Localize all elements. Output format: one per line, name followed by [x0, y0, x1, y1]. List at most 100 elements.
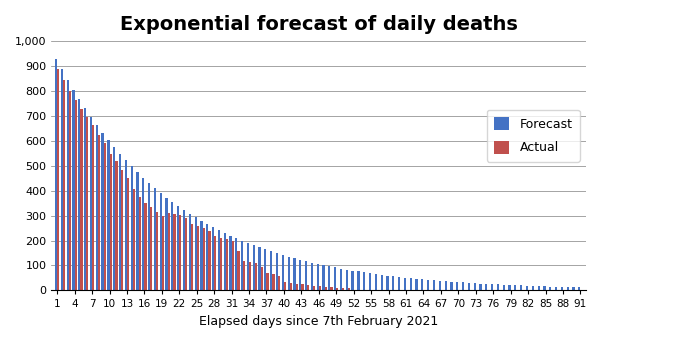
Bar — [247, 243, 249, 291]
Bar — [167, 213, 170, 291]
Bar — [150, 208, 152, 291]
Bar — [270, 251, 272, 291]
Bar — [450, 282, 453, 291]
Bar — [136, 172, 138, 291]
Bar — [526, 286, 528, 291]
Bar — [148, 183, 150, 291]
Bar — [502, 285, 505, 291]
Bar — [121, 170, 123, 291]
Bar — [514, 285, 516, 291]
Bar — [107, 140, 109, 291]
Bar — [299, 260, 301, 291]
Bar — [258, 247, 261, 291]
Bar — [191, 224, 193, 291]
Bar — [375, 274, 377, 291]
Bar — [145, 203, 147, 291]
Bar — [98, 134, 100, 291]
Bar — [185, 217, 188, 291]
Bar — [322, 265, 325, 291]
Bar — [235, 238, 237, 291]
Bar — [427, 280, 429, 291]
Bar — [179, 215, 181, 291]
Bar — [253, 245, 255, 291]
Bar — [555, 287, 557, 291]
Bar — [142, 178, 145, 291]
Bar — [92, 125, 94, 291]
Bar — [538, 286, 540, 291]
Bar — [125, 160, 127, 291]
Bar — [295, 284, 298, 291]
Bar — [243, 261, 246, 291]
Bar — [95, 125, 98, 291]
Bar — [266, 273, 268, 291]
Bar — [392, 276, 394, 291]
Bar — [313, 286, 315, 291]
Bar — [317, 264, 319, 291]
Bar — [421, 279, 424, 291]
Bar — [127, 178, 129, 291]
Bar — [415, 279, 418, 291]
Bar — [272, 274, 275, 291]
Bar — [138, 197, 140, 291]
Bar — [66, 80, 69, 291]
Bar — [218, 230, 220, 291]
Bar — [311, 262, 313, 291]
Bar — [61, 70, 63, 291]
Bar — [480, 284, 482, 291]
Bar — [410, 278, 412, 291]
Bar — [214, 236, 217, 291]
Bar — [154, 188, 156, 291]
X-axis label: Elapsed days since 7th February 2021: Elapsed days since 7th February 2021 — [199, 315, 439, 328]
Bar — [579, 287, 581, 291]
Bar — [165, 198, 167, 291]
Bar — [57, 69, 60, 291]
Bar — [531, 286, 534, 291]
Bar — [287, 257, 290, 291]
Bar — [133, 189, 135, 291]
Bar — [307, 285, 309, 291]
Bar — [328, 266, 331, 291]
Bar — [208, 231, 210, 291]
Bar — [520, 285, 522, 291]
Bar — [80, 109, 82, 291]
Bar — [473, 283, 476, 291]
Bar — [456, 282, 458, 291]
Bar — [171, 202, 174, 291]
Bar — [73, 90, 75, 291]
Bar — [69, 91, 71, 291]
Bar — [264, 249, 266, 291]
Bar — [549, 286, 552, 291]
Bar — [301, 284, 304, 291]
Bar — [78, 99, 80, 291]
Bar — [109, 154, 111, 291]
Bar — [381, 275, 383, 291]
Bar — [363, 272, 365, 291]
Bar — [203, 228, 205, 291]
Bar — [162, 216, 164, 291]
Bar — [55, 59, 57, 291]
Bar — [439, 281, 441, 291]
Bar — [433, 280, 435, 291]
Bar — [290, 283, 292, 291]
Legend: Forecast, Actual: Forecast, Actual — [487, 110, 580, 162]
Bar — [224, 233, 226, 291]
Bar — [278, 276, 280, 291]
Bar — [249, 262, 251, 291]
Bar — [293, 258, 295, 291]
Bar — [177, 206, 179, 291]
Bar — [336, 288, 338, 291]
Bar — [241, 241, 243, 291]
Bar — [572, 287, 574, 291]
Bar — [226, 239, 228, 291]
Bar — [261, 267, 263, 291]
Bar — [174, 214, 176, 291]
Bar — [342, 288, 344, 291]
Bar — [348, 288, 350, 291]
Bar — [305, 261, 307, 291]
Bar — [276, 253, 278, 291]
Bar — [319, 286, 321, 291]
Bar — [468, 283, 470, 291]
Bar — [334, 268, 336, 291]
Bar — [340, 269, 342, 291]
Bar — [352, 271, 354, 291]
